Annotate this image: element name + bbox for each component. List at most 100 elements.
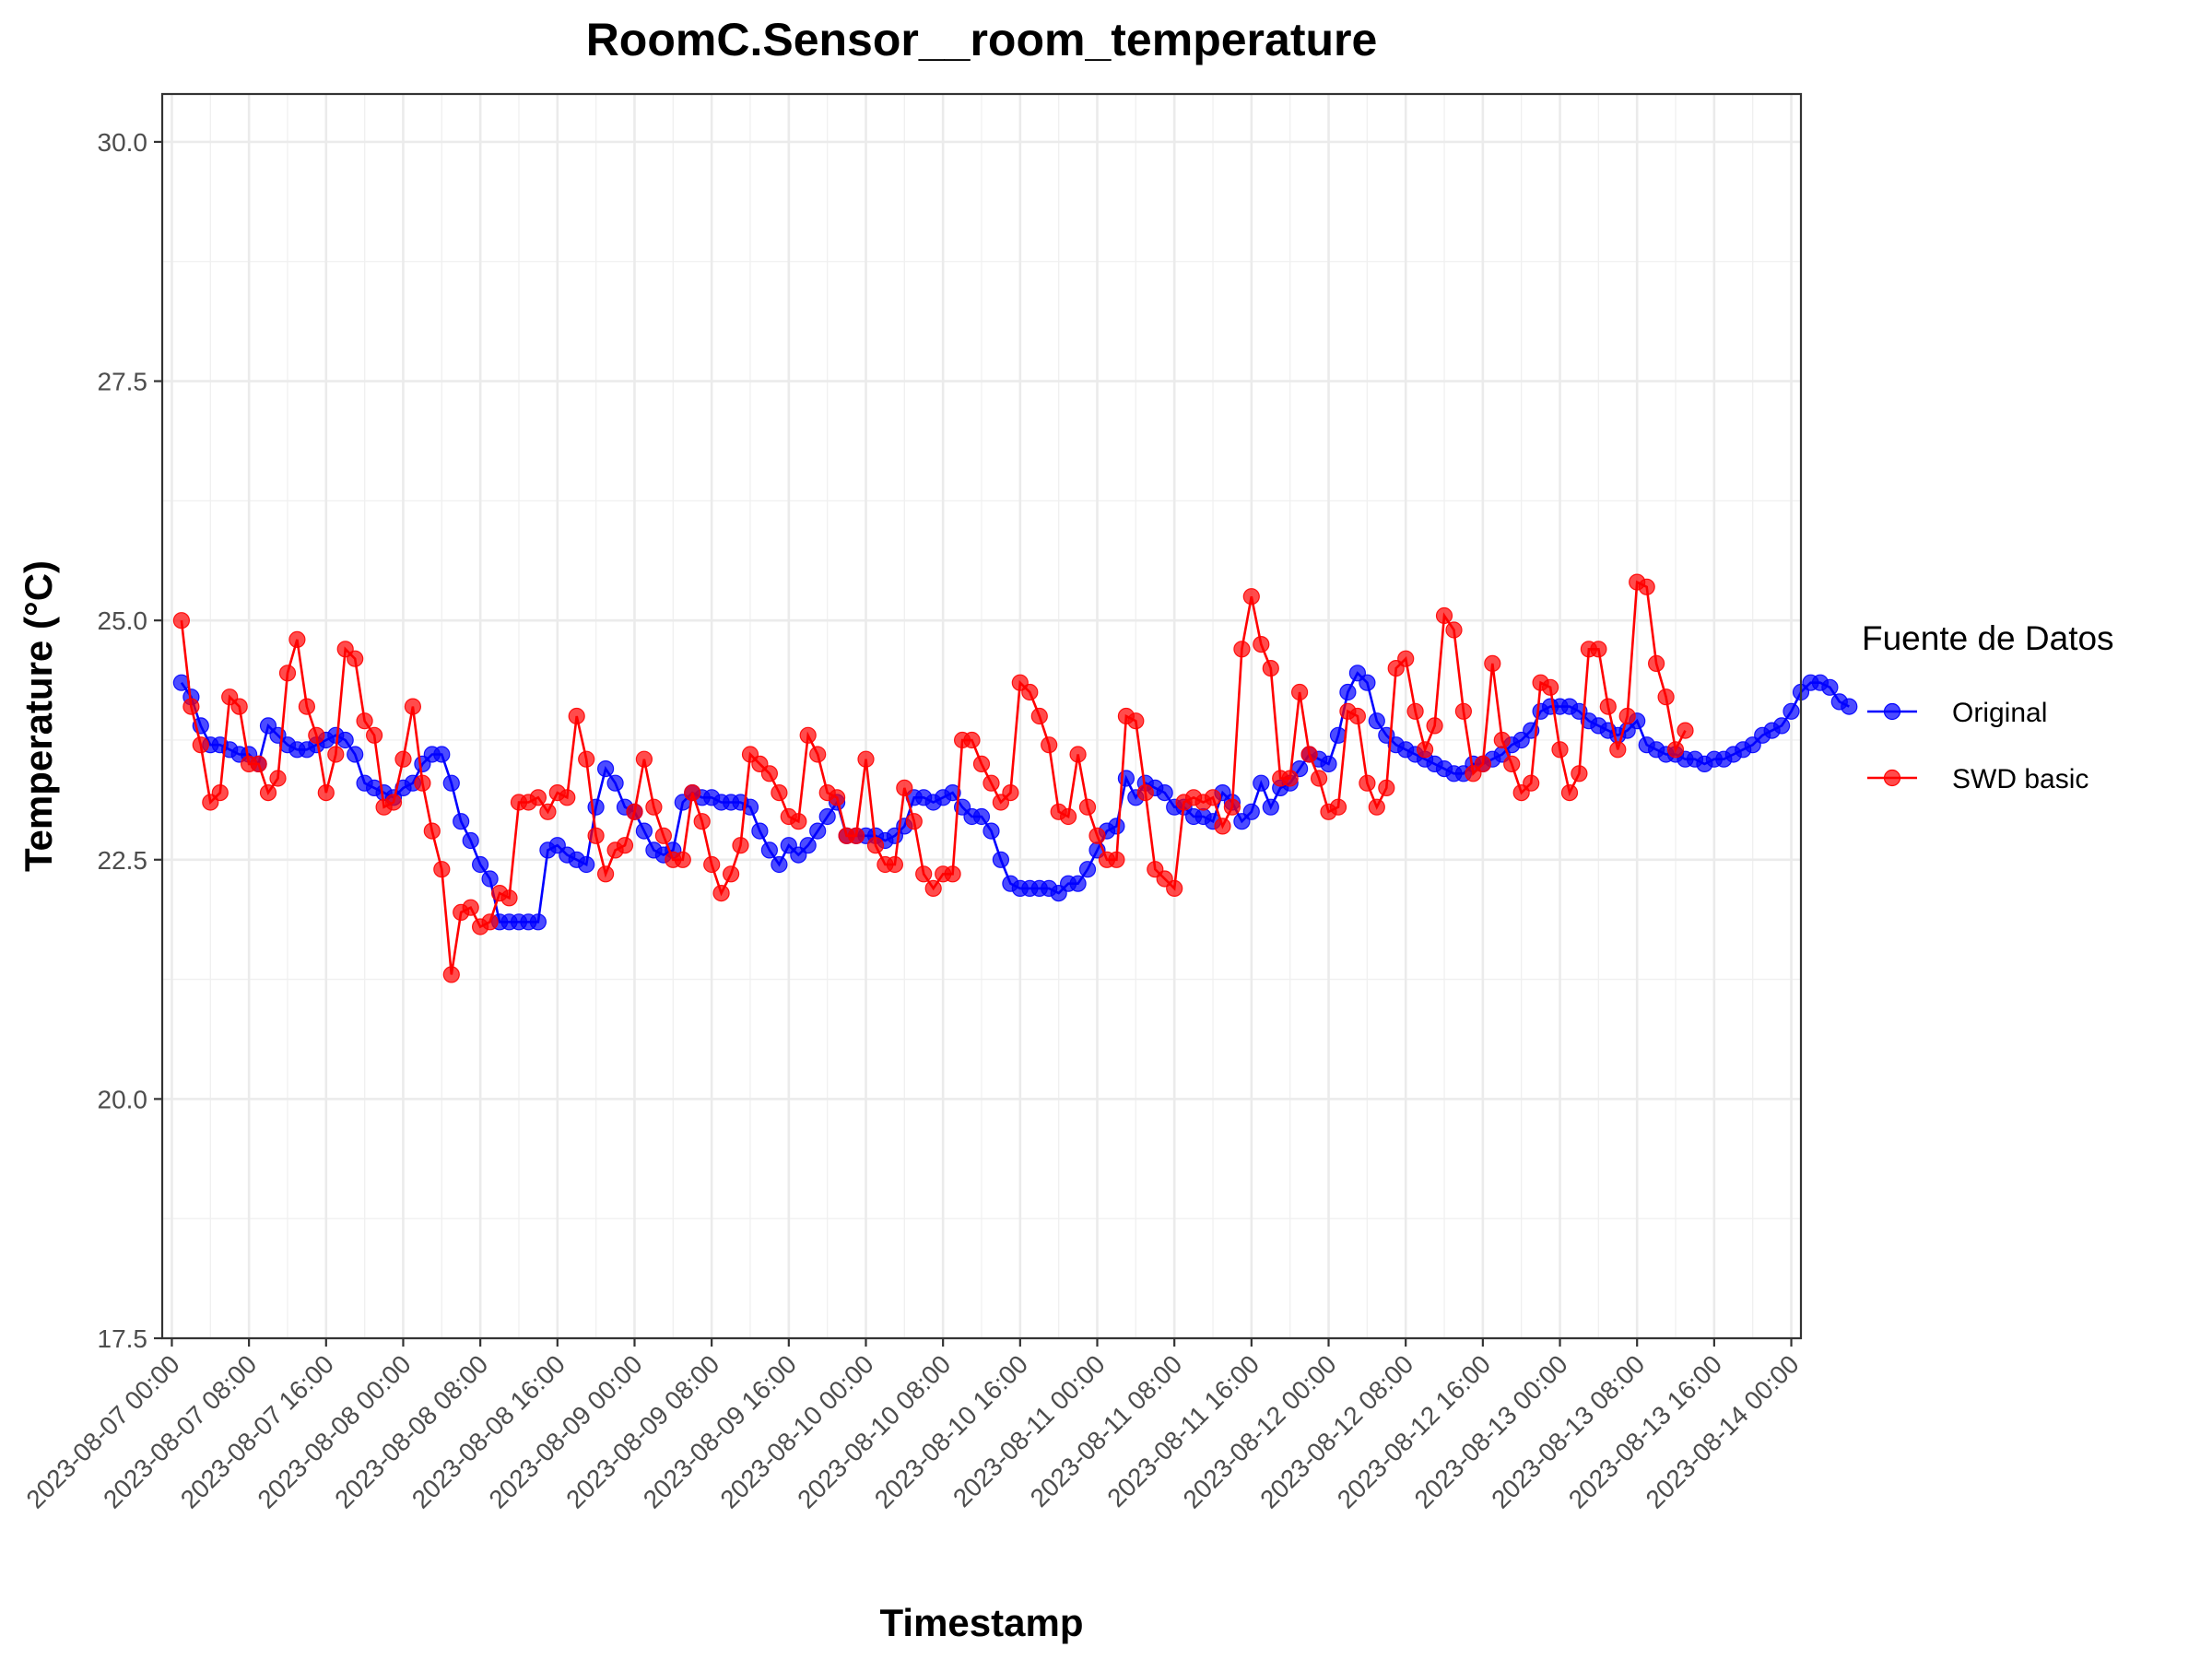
- data-point: [1262, 798, 1279, 816]
- data-point: [259, 783, 277, 802]
- data-point: [963, 731, 981, 749]
- data-point: [500, 889, 518, 907]
- data-point: [1262, 659, 1279, 677]
- data-point: [1223, 798, 1241, 816]
- data-point: [356, 712, 373, 730]
- legend-key-point: [1883, 702, 1901, 721]
- legend: Fuente de Datos Original SWD basic: [1862, 619, 2114, 794]
- data-point: [1253, 774, 1270, 792]
- data-point: [1281, 770, 1299, 787]
- data-point: [423, 822, 441, 840]
- data-point: [992, 851, 1010, 868]
- data-point: [529, 789, 547, 806]
- y-tick-label: 27.5: [98, 368, 148, 396]
- data-point: [1348, 707, 1367, 725]
- data-point: [1493, 731, 1511, 749]
- legend-title: Fuente de Datos: [1862, 619, 2114, 657]
- data-point: [1841, 698, 1858, 715]
- data-point: [1300, 746, 1318, 763]
- data-point: [1059, 807, 1077, 826]
- data-point: [529, 913, 547, 931]
- data-point: [442, 966, 460, 983]
- data-point: [172, 612, 190, 629]
- data-point: [818, 807, 836, 826]
- data-point: [1772, 717, 1791, 735]
- data-point: [886, 855, 904, 874]
- data-point: [462, 831, 479, 850]
- data-point: [559, 789, 576, 806]
- data-point: [654, 827, 673, 844]
- data-point: [674, 851, 691, 868]
- data-point: [578, 750, 595, 768]
- x-axis-title: Timestamp: [880, 1601, 1084, 1644]
- data-point: [1290, 683, 1309, 701]
- data-point: [596, 865, 615, 883]
- data-point: [596, 759, 615, 778]
- data-point: [587, 827, 605, 844]
- data-point: [1041, 736, 1058, 754]
- data-point: [606, 774, 624, 792]
- data-point: [1426, 717, 1443, 735]
- data-point: [481, 870, 499, 888]
- data-point: [760, 765, 779, 782]
- data-point: [384, 794, 403, 811]
- data-point: [471, 855, 489, 874]
- data-point: [1204, 789, 1222, 806]
- data-point: [1416, 741, 1434, 759]
- data-point: [924, 879, 942, 898]
- data-point: [635, 822, 653, 840]
- data-point: [366, 726, 383, 744]
- y-tick-label: 17.5: [98, 1324, 148, 1353]
- data-point: [1821, 678, 1839, 696]
- data-point: [347, 650, 364, 667]
- data-point: [1069, 875, 1087, 892]
- data-point: [1253, 635, 1270, 653]
- data-point: [1214, 818, 1231, 835]
- data-point: [1233, 641, 1251, 658]
- data-point: [1560, 783, 1579, 802]
- plot-panel-border: [160, 92, 1803, 1340]
- data-point: [1359, 674, 1376, 691]
- data-point: [1310, 770, 1328, 787]
- data-point: [1599, 698, 1617, 715]
- data-point: [635, 750, 653, 768]
- data-point: [828, 789, 846, 806]
- data-point: [1088, 827, 1106, 844]
- data-point: [404, 698, 421, 715]
- series-swd-basic: [172, 573, 1694, 983]
- data-point: [394, 750, 412, 768]
- data-point: [269, 770, 287, 787]
- series-layer: [172, 573, 1858, 983]
- data-point: [760, 841, 779, 859]
- data-point: [1069, 746, 1087, 763]
- data-point: [1474, 755, 1492, 773]
- y-tick-label: 22.5: [98, 846, 148, 875]
- data-point: [230, 698, 248, 715]
- data-point: [1618, 707, 1636, 725]
- data-point: [905, 813, 923, 830]
- data-point: [616, 837, 634, 854]
- data-point: [847, 827, 865, 844]
- data-point: [1666, 741, 1685, 759]
- legend-key-point: [1883, 769, 1901, 787]
- data-point: [442, 774, 460, 792]
- data-point: [1397, 650, 1415, 667]
- grid: [162, 94, 1801, 1340]
- data-point: [1359, 774, 1376, 792]
- data-point: [1590, 641, 1607, 658]
- data-point: [1320, 755, 1337, 773]
- data-point: [1657, 688, 1675, 706]
- data-point: [799, 726, 817, 744]
- data-point: [1108, 851, 1125, 868]
- data-point: [1571, 765, 1588, 782]
- data-point: [703, 855, 721, 874]
- data-point: [1242, 588, 1260, 606]
- data-point: [626, 803, 643, 820]
- data-point: [568, 707, 585, 725]
- data-point: [1523, 774, 1540, 792]
- data-point: [1329, 798, 1347, 816]
- data-point: [972, 807, 991, 826]
- data-point: [722, 865, 740, 883]
- data-point: [1078, 798, 1097, 816]
